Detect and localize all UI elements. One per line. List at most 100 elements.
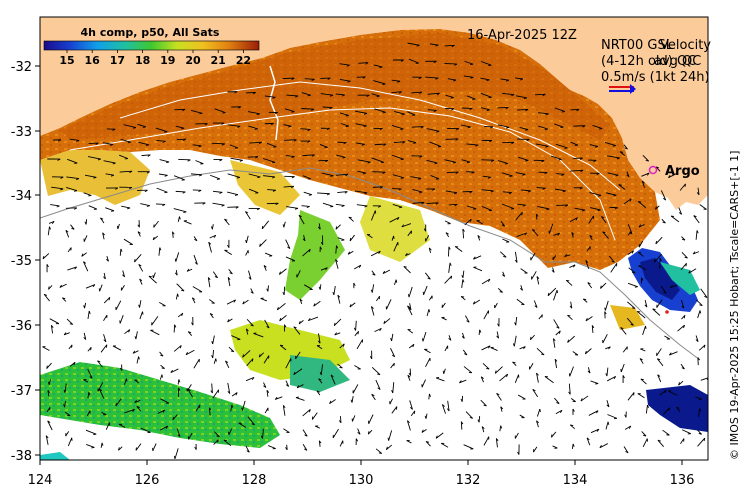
velocity-arrow-head [187,388,191,391]
velocity-arrow [391,91,402,94]
velocity-arrow-head [211,355,214,359]
velocity-arrow [565,279,573,286]
velocity-arrow [50,204,60,207]
velocity-arrow [564,254,571,257]
velocity-arrow [639,358,644,364]
velocity-arrow-head [502,274,505,277]
velocity-arrow-head [568,391,571,395]
velocity-arrow [249,141,262,144]
velocity-arrow-head [59,284,62,288]
velocity-arrow-head [335,226,338,230]
velocity-arrow [465,411,474,419]
velocity-arrow [136,356,139,364]
velocity-arrow [173,345,182,352]
velocity-arrow [120,138,131,143]
velocity-arrow [481,278,491,285]
x-tick-label: 136 [670,473,695,488]
velocity-arrow-head [274,396,278,400]
velocity-arrow [191,297,196,304]
velocity-arrow [407,140,417,144]
velocity-arrow [500,78,509,81]
velocity-arrow [157,409,165,414]
velocity-arrow [284,139,297,141]
x-tick-label: 132 [456,473,481,488]
velocity-arrow-head [645,159,649,162]
velocity-arrow-head [599,128,603,130]
velocity-arrow-head [639,358,643,361]
velocity-arrow [86,410,91,417]
velocity-arrow [174,448,179,460]
velocity-arrow-head [239,159,243,162]
velocity-arrow [642,325,646,336]
velocity-arrow-head [572,264,576,268]
velocity-arrow-head [76,178,80,181]
velocity-arrow [318,223,321,230]
velocity-arrow [212,389,219,399]
velocity-arrow [298,215,305,225]
y-tick-label: -38 [11,449,32,464]
velocity-arrow-head [524,232,528,236]
velocity-arrow [423,285,428,295]
velocity-arrow-head [522,173,526,176]
velocity-arrow-head [110,174,115,177]
velocity-arrow-head [282,292,285,296]
velocity-arrow-head [106,258,109,262]
velocity-arrow-head [242,301,245,305]
velocity-arrow [97,360,103,368]
velocity-arrow-head [436,92,440,96]
velocity-arrow-head [519,78,524,81]
velocity-arrow-head [97,360,101,363]
velocity-arrow [293,326,301,335]
velocity-arrow [620,363,625,373]
velocity-arrow [570,169,584,172]
velocity-arrow-head [605,373,608,377]
velocity-arrow-head [652,308,656,311]
velocity-arrow [393,141,406,144]
velocity-arrow [212,349,215,359]
velocity-arrow [267,285,269,292]
velocity-arrow-head [227,319,230,323]
velocity-arrow [366,234,373,239]
velocity-arrow [159,302,166,307]
velocity-arrow-head [350,399,353,403]
velocity-arrow-head [550,434,553,438]
velocity-arrow [337,237,345,241]
velocity-arrow-head [307,94,311,97]
velocity-arrow-head [237,125,241,128]
velocity-arrow [212,335,215,345]
velocity-arrow-head [536,372,539,376]
velocity-arrow [481,189,494,192]
velocity-arrow [347,250,354,255]
velocity-arrow-head [546,208,550,211]
velocity-arrow [329,399,336,404]
velocity-arrow [480,92,492,98]
velocity-arrow [627,250,634,256]
velocity-arrow [555,143,568,149]
velocity-arrow-head [371,393,375,397]
velocity-arrow [551,431,557,438]
velocity-arrow [83,332,87,340]
velocity-arrow-head [219,159,223,162]
velocity-arrow [460,421,463,430]
velocity-arrow [609,255,615,263]
velocity-arrow [570,301,573,309]
velocity-arrow-head [129,186,133,190]
velocity-arrow [175,293,178,300]
velocity-arrow-head [556,402,560,404]
velocity-arrow [624,425,632,430]
colorbar: 4h comp, p50, All Sats 15 16 17 18 19 20 21 22 [43,26,260,67]
velocity-arrow-head [632,307,636,309]
velocity-arrow-head [504,162,508,165]
velocity-arrow [301,92,311,96]
velocity-arrow [602,334,608,344]
velocity-arrow [409,400,413,410]
velocity-arrow-head [412,344,415,348]
velocity-arrow [354,331,359,337]
velocity-arrow [533,446,538,453]
velocity-arrow-head [365,62,369,65]
velocity-arrow-head [51,325,54,328]
velocity-arrow-head [421,202,425,205]
velocity-arrow [261,220,270,230]
velocity-arrow [497,124,510,128]
velocity-arrow-head [279,317,282,322]
